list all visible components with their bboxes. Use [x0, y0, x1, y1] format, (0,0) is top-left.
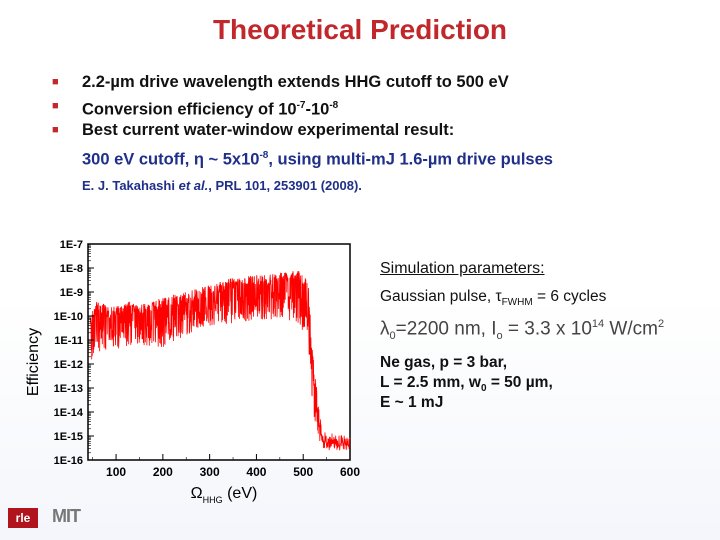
bullet-square-icon: ■ [52, 124, 59, 136]
param-text: = 3.3 x 10 [502, 318, 592, 340]
y-tick-label: 1E-16 [54, 455, 83, 467]
x-tick-label: 500 [293, 465, 313, 479]
y-tick-label: 1E-12 [54, 359, 83, 371]
sub-sup: -8 [259, 150, 269, 161]
y-tick-label: 1E-15 [54, 431, 83, 443]
param-sub: 0 [389, 330, 396, 343]
param-text: L = 2.5 mm, w [380, 374, 481, 391]
x-tick-label: 300 [200, 465, 220, 479]
ref-text-part: E. J. Takahashi [82, 178, 179, 193]
y-tick-label: 1E-8 [60, 263, 83, 275]
sub-text-part: 300 eV cutoff, η ~ 5x10 [82, 150, 260, 169]
x-tick-label: 100 [106, 465, 126, 479]
param-text: W/cm [604, 318, 658, 340]
y-tick-label: 1E-11 [54, 335, 83, 347]
rle-logo: rle [8, 508, 38, 528]
chart-svg: 1E-7 1E-8 1E-9 1E-10 1E-11 1E-12 1E-13 1E-14 1E-… [25, 239, 360, 505]
experimental-result-line: 300 eV cutoff, η ~ 5x10-8, using multi-m… [82, 150, 553, 170]
x-axis-label-sub: HHG [203, 495, 223, 505]
param-sub: FWHM [501, 297, 533, 309]
bullet-item: ■ Conversion efficiency of 10-7-10-8 [52, 94, 696, 119]
bullet-text-part: Best current water-window experimental r… [82, 121, 455, 139]
param-sup: 2 [657, 318, 665, 330]
spectrum-line [89, 270, 351, 451]
bullet-item: ■ Best current water-window experimental… [52, 118, 696, 142]
reference-citation: E. J. Takahashi et al., PRL 101, 253901 … [82, 178, 362, 193]
sub-text-part: , using multi-mJ 1.6-µm drive pulses [268, 150, 553, 169]
bullet-square-icon: ■ [52, 76, 59, 88]
y-tick-label: 1E-13 [54, 383, 83, 395]
y-tick-label: 1E-7 [60, 239, 83, 251]
param-text: = 6 cycles [532, 288, 607, 305]
params-gas: Ne gas, p = 3 bar, [380, 354, 508, 371]
bullet-sup: -7 [296, 100, 306, 111]
x-axis-label-unit: (eV) [223, 485, 258, 502]
param-text: λ [380, 318, 390, 340]
y-tick-label: 1E-14 [54, 407, 84, 419]
params-length: L = 2.5 mm, w0 = 50 µm, [380, 374, 553, 394]
ref-et-al: et al. [178, 178, 209, 193]
bullet-text-part: Conversion efficiency of 10 [82, 100, 297, 119]
bullet-text: Conversion efficiency of 10-7-10-8 [82, 94, 338, 122]
bullet-text: 2.2-µm drive wavelength extends HHG cuto… [82, 70, 509, 94]
mit-logo: MIT [52, 506, 81, 526]
bullet-text-part: 2.2-µm drive wavelength extends HHG cuto… [82, 73, 509, 91]
y-tick-label: 1E-10 [54, 311, 83, 323]
x-axis-label: ΩHHG (eV) [191, 485, 258, 505]
bullet-square-icon: ■ [52, 100, 59, 112]
bullet-text-part: -10 [305, 100, 330, 119]
x-axis-label-main: Ω [191, 485, 203, 502]
param-sup: 14 [591, 318, 605, 330]
bullet-list: ■ 2.2-µm drive wavelength extends HHG cu… [52, 70, 696, 142]
y-tick-label: 1E-9 [60, 287, 83, 299]
efficiency-chart: 1E-7 1E-8 1E-9 1E-10 1E-11 1E-12 1E-13 1E-14 1E-… [0, 220, 380, 520]
params-lambda: λ0=2200 nm, Io = 3.3 x 1014 W/cm2 [380, 318, 664, 342]
bullet-sup: -8 [329, 100, 339, 111]
params-pulse: Gaussian pulse, τFWHM = 6 cycles [380, 288, 606, 308]
x-tick-label: 200 [153, 465, 173, 479]
ref-text-part: , PRL 101, 253901 (2008). [208, 178, 362, 193]
plot-frame [87, 243, 351, 461]
x-tick-label: 600 [340, 465, 360, 479]
bullet-text: Best current water-window experimental r… [82, 118, 454, 142]
slide-title: Theoretical Prediction [212, 14, 508, 45]
x-tick-label: 400 [246, 465, 266, 479]
param-sub: 0 [480, 383, 487, 395]
param-text: =2200 nm, I [395, 318, 497, 340]
param-text: Gaussian pulse, τ [380, 288, 502, 305]
param-sub: o [496, 330, 503, 343]
params-energy: E ~ 1 mJ [380, 394, 444, 411]
bullet-item: ■ 2.2-µm drive wavelength extends HHG cu… [52, 70, 696, 94]
params-heading: Simulation parameters: [380, 260, 545, 277]
param-text: = 50 µm, [486, 374, 553, 391]
y-axis-label: Efficiency [25, 328, 42, 396]
